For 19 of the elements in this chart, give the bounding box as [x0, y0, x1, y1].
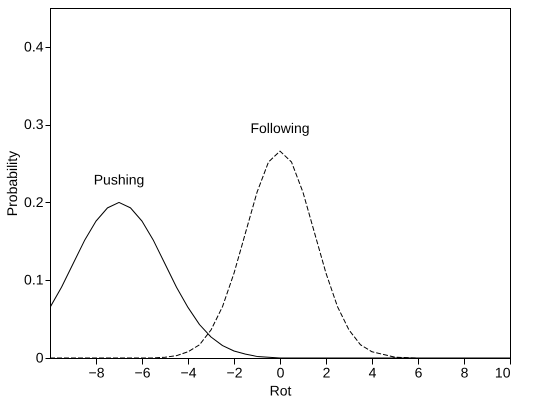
y-tick-label: 0.1 [24, 272, 44, 288]
x-tick-label: −8 [88, 364, 105, 380]
x-tick-label: −4 [180, 364, 197, 380]
series-label: Pushing [94, 171, 144, 188]
x-tick-label: 4 [368, 364, 377, 380]
x-tick-label: 8 [460, 364, 469, 380]
x-tick-label: 2 [322, 364, 331, 380]
x-tick-label: −6 [134, 364, 151, 380]
y-tick-label: 0.4 [24, 38, 44, 54]
x-tick-label: −2 [226, 364, 243, 380]
x-tick-label: 6 [414, 364, 423, 380]
y-tick-label: 0.3 [24, 116, 44, 132]
x-axis-title: Rot [270, 382, 292, 398]
series-label: Following [250, 120, 310, 136]
y-tick-label: 0 [36, 350, 44, 366]
y-tick-label: 0.2 [24, 194, 44, 210]
x-tick-label: 10 [494, 364, 511, 380]
x-tick-label: 0 [276, 364, 285, 380]
y-axis-title: Probability [4, 150, 20, 216]
